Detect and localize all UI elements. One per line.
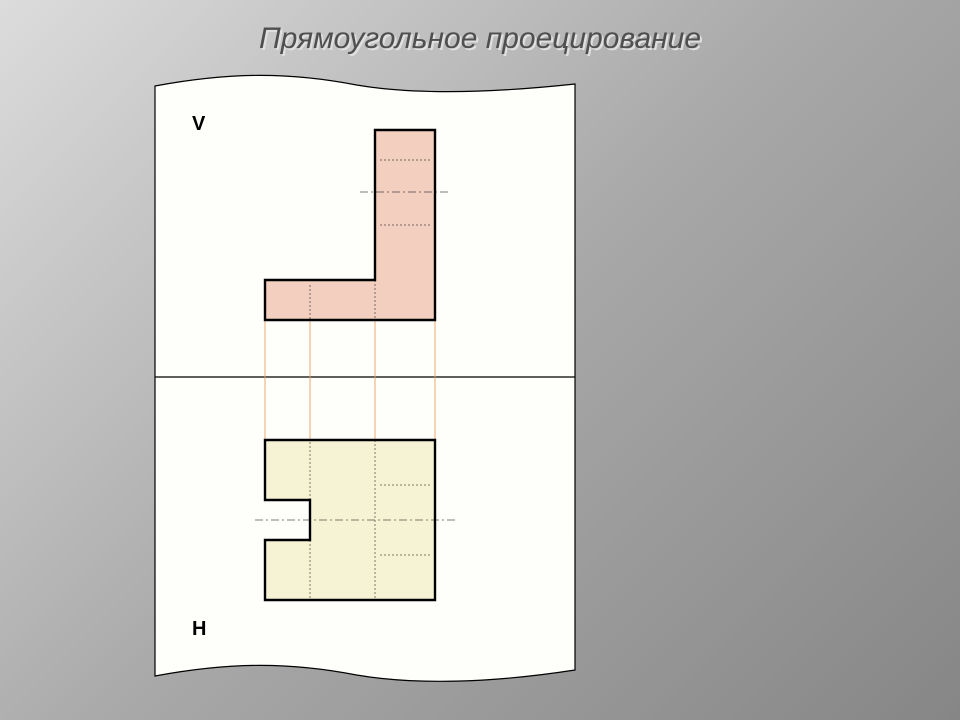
plane-label-h: H (192, 618, 206, 640)
stage: Прямоугольное проецирование Прямоугольно… (0, 0, 960, 720)
plane-label-v: V (192, 113, 206, 135)
diagram-svg: VH (0, 0, 960, 720)
